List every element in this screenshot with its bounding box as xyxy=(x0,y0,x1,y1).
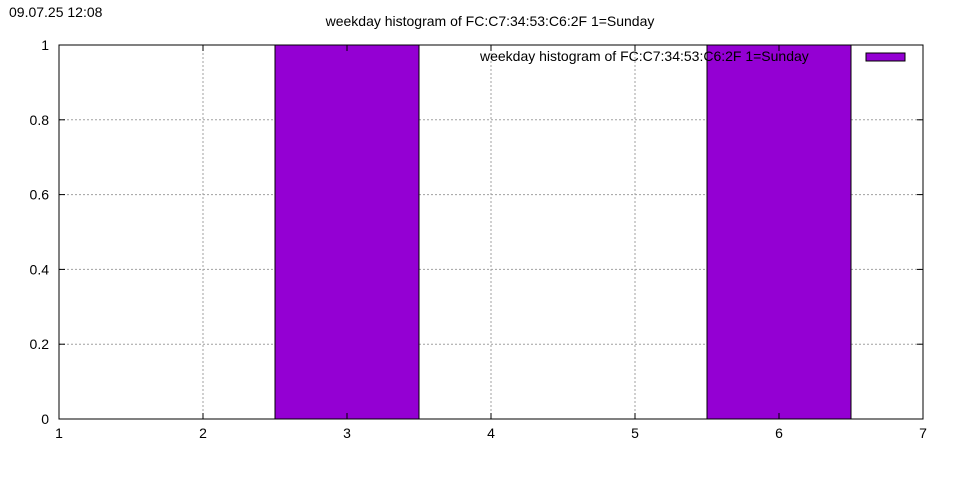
y-tick-label: 1 xyxy=(41,37,49,53)
x-tick-label: 4 xyxy=(487,425,495,441)
legend: weekday histogram of FC:C7:34:53:C6:2F 1… xyxy=(479,48,906,64)
legend-label: weekday histogram of FC:C7:34:53:C6:2F 1… xyxy=(479,48,809,64)
x-tick-label: 5 xyxy=(631,425,639,441)
chart-title: weekday histogram of FC:C7:34:53:C6:2F 1… xyxy=(325,13,655,29)
x-tick-label: 6 xyxy=(775,425,783,441)
x-tick-label: 3 xyxy=(343,425,351,441)
y-tick-label: 0.4 xyxy=(30,261,50,277)
y-tick-label: 0.8 xyxy=(30,112,50,128)
x-tick-label: 2 xyxy=(199,425,207,441)
y-tick-label: 0.6 xyxy=(30,187,50,203)
x-tick-labels: 1 2 3 4 5 6 7 xyxy=(55,425,927,441)
y-tick-labels: 0 0.2 0.4 0.6 0.8 1 xyxy=(30,37,50,427)
histogram-bar xyxy=(706,44,852,420)
tick-marks xyxy=(58,44,924,420)
y-tick-label: 0 xyxy=(41,411,49,427)
y-tick-label: 0.2 xyxy=(30,336,50,352)
bars xyxy=(274,44,852,420)
x-tick-label: 7 xyxy=(919,425,927,441)
histogram-bar xyxy=(274,44,420,420)
x-tick-label: 1 xyxy=(55,425,63,441)
timestamp: 09.07.25 12:08 xyxy=(9,4,103,20)
legend-swatch xyxy=(865,52,906,62)
